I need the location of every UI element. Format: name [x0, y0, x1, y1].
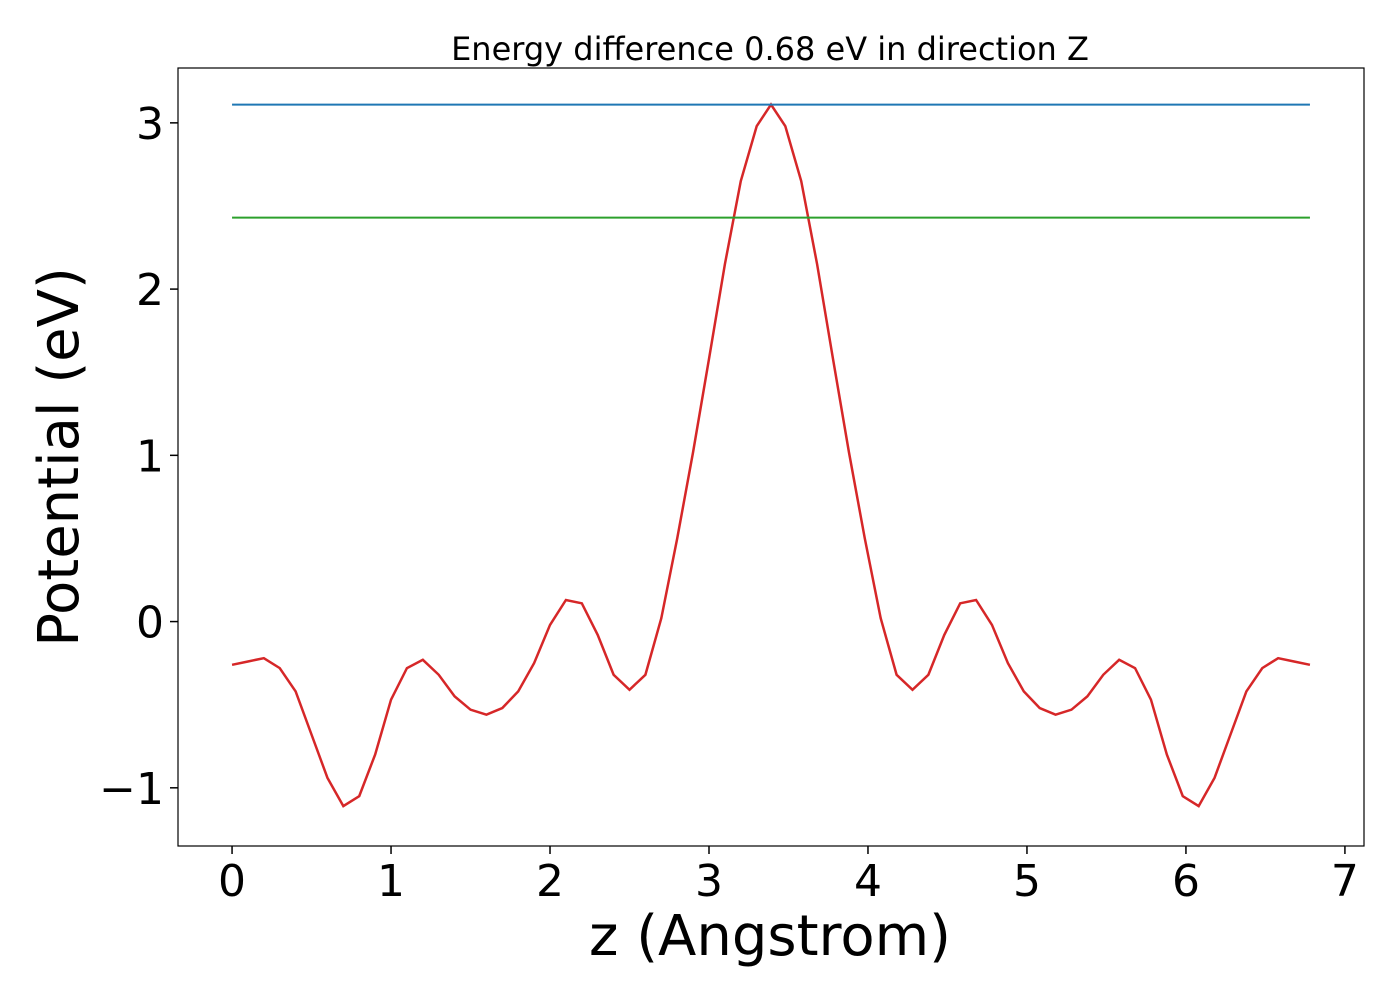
- y-tick-label: −1: [99, 764, 164, 815]
- y-tick-label: 2: [136, 265, 164, 316]
- x-tick-label: 3: [695, 856, 723, 907]
- series-line: [231, 102, 1311, 808]
- y-tick-label: 1: [136, 431, 164, 482]
- x-tick-label: 1: [377, 856, 405, 907]
- y-tick-label: 3: [136, 99, 164, 150]
- x-tick-label: 7: [1331, 856, 1359, 907]
- chart-title: Energy difference 0.68 eV in direction Z: [451, 30, 1089, 68]
- x-tick-label: 6: [1172, 856, 1200, 907]
- y-tick-label: 0: [136, 598, 164, 649]
- plot-frame: [177, 67, 1365, 847]
- x-tick-label: 0: [218, 856, 246, 907]
- x-tick-label: 5: [1013, 856, 1041, 907]
- y-axis-label: Potential (eV): [27, 267, 92, 647]
- x-tick-label: 4: [854, 856, 882, 907]
- x-tick-label: 2: [536, 856, 564, 907]
- x-axis-label: z (Angstrom): [589, 904, 951, 969]
